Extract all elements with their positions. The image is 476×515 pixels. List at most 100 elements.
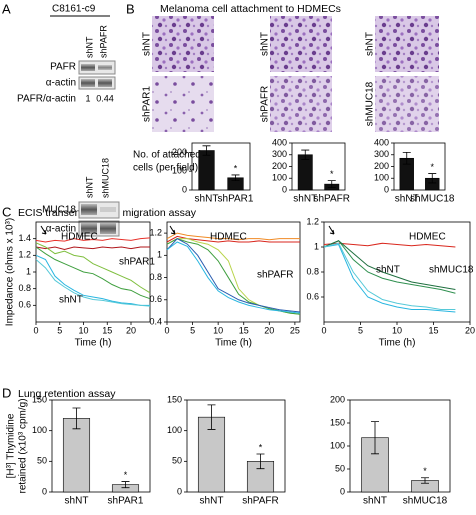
bar bbox=[62, 418, 91, 493]
x-tick-label: 25 bbox=[290, 325, 300, 335]
y-tick-label: 0.8 bbox=[149, 272, 162, 282]
line bbox=[166, 241, 301, 314]
y-tick-label: 200 bbox=[374, 161, 389, 171]
x-axis-label: Time (h) bbox=[75, 338, 112, 349]
y-tick-label: 1.4 bbox=[18, 233, 31, 243]
y-tick-label: 1.2 bbox=[18, 250, 31, 260]
row-label: MUC18 bbox=[42, 205, 76, 216]
x-tick-label: shPAFR bbox=[314, 194, 351, 205]
y-tick-label: 1 bbox=[314, 241, 319, 251]
micrograph bbox=[270, 76, 332, 132]
y-tick-label: 0 bbox=[340, 486, 345, 496]
arrow bbox=[40, 225, 47, 235]
y-tick-label: 0 bbox=[177, 486, 182, 496]
x-tick-label: 5 bbox=[190, 325, 195, 335]
error-bar bbox=[72, 407, 81, 430]
annotation: shMUC18 bbox=[429, 265, 474, 276]
panel-title: Melanoma cell attachment to HDMECs bbox=[160, 3, 341, 15]
plot-frame bbox=[51, 399, 151, 493]
micrograph bbox=[375, 76, 439, 132]
x-tick-label: shNT bbox=[195, 194, 219, 205]
panel-title: Lung retention assay bbox=[18, 388, 116, 400]
bar bbox=[198, 150, 215, 191]
y-tick-label: 0 bbox=[182, 184, 187, 194]
asterisk: * bbox=[259, 442, 263, 452]
y-tick-label: 50 bbox=[335, 463, 345, 473]
y-axis-label: cells (per field) bbox=[133, 163, 198, 174]
x-tick-label: 15 bbox=[428, 325, 438, 335]
error-bar bbox=[301, 149, 310, 160]
annotation: shPAFR bbox=[257, 270, 294, 281]
x-tick-label: 0 bbox=[321, 325, 326, 335]
micrograph bbox=[152, 76, 214, 132]
image-label: shPAFR bbox=[260, 86, 271, 123]
y-tick-label: 150 bbox=[167, 394, 182, 404]
micrograph bbox=[375, 16, 439, 72]
x-tick-label: 0 bbox=[164, 325, 169, 335]
y-tick-label: 200 bbox=[330, 394, 345, 404]
panel-label: B bbox=[126, 1, 135, 16]
band bbox=[98, 79, 112, 87]
error-bar bbox=[402, 152, 411, 165]
x-tick-label: 5 bbox=[358, 325, 363, 335]
arrow bbox=[169, 225, 176, 235]
x-tick-label: 10 bbox=[78, 325, 88, 335]
annotation: HDMEC bbox=[61, 232, 98, 243]
y-tick-label: 100 bbox=[330, 440, 345, 450]
y-tick-label: 0 bbox=[282, 184, 287, 194]
line bbox=[35, 246, 150, 251]
x-tick-label: 15 bbox=[102, 325, 112, 335]
band bbox=[81, 223, 97, 234]
x-tick-label: 20 bbox=[465, 325, 475, 335]
y-tick-label: 400 bbox=[374, 137, 389, 147]
y-axis-label: Impedance (ohms x 10³) bbox=[5, 218, 16, 326]
annotation: shNT bbox=[376, 265, 400, 276]
lane-label: shNT bbox=[84, 36, 94, 58]
line bbox=[323, 243, 456, 313]
x-tick-label: 15 bbox=[239, 325, 249, 335]
error-bar bbox=[428, 173, 437, 184]
x-tick-label: shNT bbox=[363, 496, 387, 507]
panel-label: C bbox=[2, 204, 11, 219]
y-tick-label: 1 bbox=[157, 250, 162, 260]
x-tick-label: shPAFR bbox=[242, 496, 279, 507]
y-tick-label: 0.4 bbox=[149, 316, 162, 326]
band bbox=[81, 204, 97, 215]
error-bar bbox=[231, 174, 240, 181]
error-bar bbox=[207, 404, 216, 430]
y-axis-label: retained (x10³ cpm/g) bbox=[18, 398, 29, 493]
y-tick-label: 1.2 bbox=[149, 227, 162, 237]
plot-frame bbox=[166, 221, 301, 323]
band bbox=[98, 65, 112, 70]
x-tick-label: 5 bbox=[57, 325, 62, 335]
error-bar bbox=[202, 145, 211, 156]
plot-frame bbox=[186, 399, 286, 493]
band bbox=[100, 207, 116, 212]
asterisk: * bbox=[423, 466, 427, 476]
line bbox=[35, 254, 150, 306]
x-axis-label: Time (h) bbox=[379, 338, 416, 349]
row-label: PAFR bbox=[50, 62, 76, 73]
x-tick-label: shMUC18 bbox=[410, 194, 455, 205]
arrow bbox=[328, 225, 335, 235]
band bbox=[100, 223, 116, 234]
row-label: α-actin bbox=[46, 224, 76, 235]
line bbox=[35, 259, 151, 307]
image-label: shNT bbox=[142, 32, 153, 56]
row-label: α-actin bbox=[46, 78, 76, 89]
annotation: shPAR1 bbox=[119, 257, 155, 268]
error-bar bbox=[371, 421, 379, 455]
error-bar bbox=[421, 477, 429, 484]
line bbox=[323, 240, 456, 290]
x-tick-label: 10 bbox=[213, 325, 223, 335]
annotation: HDMEC bbox=[409, 232, 446, 243]
image-label: shPAR1 bbox=[142, 86, 153, 122]
y-tick-label: 0 bbox=[384, 184, 389, 194]
y-tick-label: 100 bbox=[272, 173, 287, 183]
y-tick-label: 300 bbox=[374, 149, 389, 159]
line bbox=[166, 232, 300, 241]
plot-frame bbox=[191, 142, 251, 191]
lane-label: shPAFR bbox=[98, 25, 108, 58]
band bbox=[81, 64, 95, 71]
x-tick-label: 20 bbox=[126, 325, 136, 335]
